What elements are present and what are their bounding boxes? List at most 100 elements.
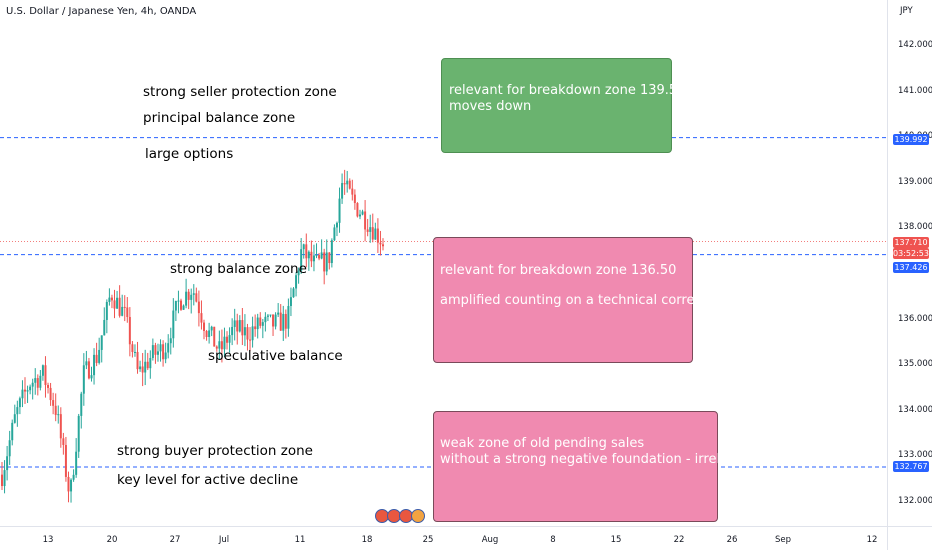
candle-body [226,336,229,343]
note-pink2-line1: weak zone of old pending sales [440,436,645,451]
candle-body [185,291,188,306]
note-box-pink-1[interactable]: relevant for breakdown zone 136.50 ampli… [433,237,727,363]
event-icons[interactable] [375,509,431,523]
note-green-line1: relevant for breakdown zone 139.50\80 [449,83,707,98]
candle-body [57,414,60,416]
candle-body [333,227,336,241]
candle-body [98,349,101,363]
candle-body [272,314,275,327]
note-box-green[interactable]: relevant for breakdown zone 139.50\80 mo… [441,58,707,153]
candle-body [254,326,257,330]
candle-body [210,326,213,331]
candle-body [256,317,259,330]
price-tick-label: 136.000 [898,313,932,324]
candle-body [379,242,382,245]
candle-body [213,326,216,347]
candle-body [39,375,42,388]
time-tick-label: 11 [294,535,306,545]
candle-body [44,365,47,385]
candle-body [320,252,323,259]
candle-body [300,249,303,271]
candle-body [269,314,272,316]
candle-body [47,384,50,388]
candle-body [364,211,367,230]
time-axis[interactable]: 13 20 27 Jul 11 18 25 Aug 8 15 22 26 Sep 12 [0,526,932,551]
candle-body [85,361,88,366]
time-tick-label: 12 [866,535,878,545]
candle-body [95,354,98,363]
candle-body [126,307,129,318]
countdown-tag: 03:52:53 [893,248,929,259]
candle-body [310,251,313,262]
candle-body [116,297,119,309]
candle-body [105,301,108,320]
candle-body [8,440,11,457]
price-tag: 137.710 [893,237,929,248]
candle-body [197,301,200,314]
annotation-strong-seller-zone: strong seller protection zone [143,84,337,100]
candle-body [346,180,349,185]
candle-body [323,252,326,272]
candle-body [376,228,379,243]
candle-body [295,275,298,289]
candle-body [100,335,103,350]
candle-body [231,326,234,336]
candle-body [358,214,361,217]
candle-body [26,390,29,392]
time-tick-label: 27 [169,535,181,545]
candle-body [182,305,185,310]
price-tick-label: 132.000 [898,496,932,506]
candle-body [238,320,241,332]
candle-body [366,229,369,232]
price-tag: 139.992 [893,134,929,145]
candle-body [284,313,287,329]
candle-body [356,203,359,217]
candle-body [274,314,277,327]
candle-body [75,451,78,475]
candle-body [223,336,226,350]
note-pink2-line2: without a strong negative foundation - i… [440,452,758,467]
candle-body [29,386,32,391]
candle-body [70,479,73,492]
candle-body [103,319,106,336]
price-tick-label: 135.000 [898,359,932,370]
candle-body [279,312,282,331]
candle-body [243,327,246,336]
candle-body [215,346,218,349]
annotation-speculative-balance: speculative balance [208,348,343,364]
candle-body [261,322,264,326]
candle-body [52,400,55,406]
candle-body [113,300,116,309]
candle-body [1,474,3,487]
candle-body [136,351,139,370]
candle-body [164,352,167,360]
note-pink1-line2: amplified counting on a technical correc… [440,293,727,308]
candle-body [67,476,70,492]
candle-body [139,366,142,370]
candle-body [149,357,152,369]
symbol-title: U.S. Dollar / Japanese Yen, 4h, OANDA [6,6,197,17]
candle-body [246,327,249,340]
candle-body [203,322,206,331]
price-tag: 137.426 [893,262,929,273]
candle-body [187,291,190,300]
us-flag-event-icon[interactable] [411,509,425,523]
candle-body [93,354,96,376]
time-tick-label: 13 [42,535,54,545]
note-pink1-line1: relevant for breakdown zone 136.50 [440,263,677,278]
candle-body [287,306,290,329]
candle-body [228,335,231,343]
note-box-pink-2[interactable]: weak zone of old pending sales without a… [433,411,758,522]
price-axis[interactable]: JPY [887,0,932,550]
candle-body [249,339,252,341]
annotation-large-options: large options [145,146,234,162]
candle-body [318,255,321,259]
candle-body [341,183,344,199]
candle-body [156,351,159,355]
candle-body [31,382,34,387]
candle-body [236,320,239,332]
candle-body [282,313,285,331]
price-tick-label: 139.000 [898,176,932,187]
candle-body [338,198,341,223]
